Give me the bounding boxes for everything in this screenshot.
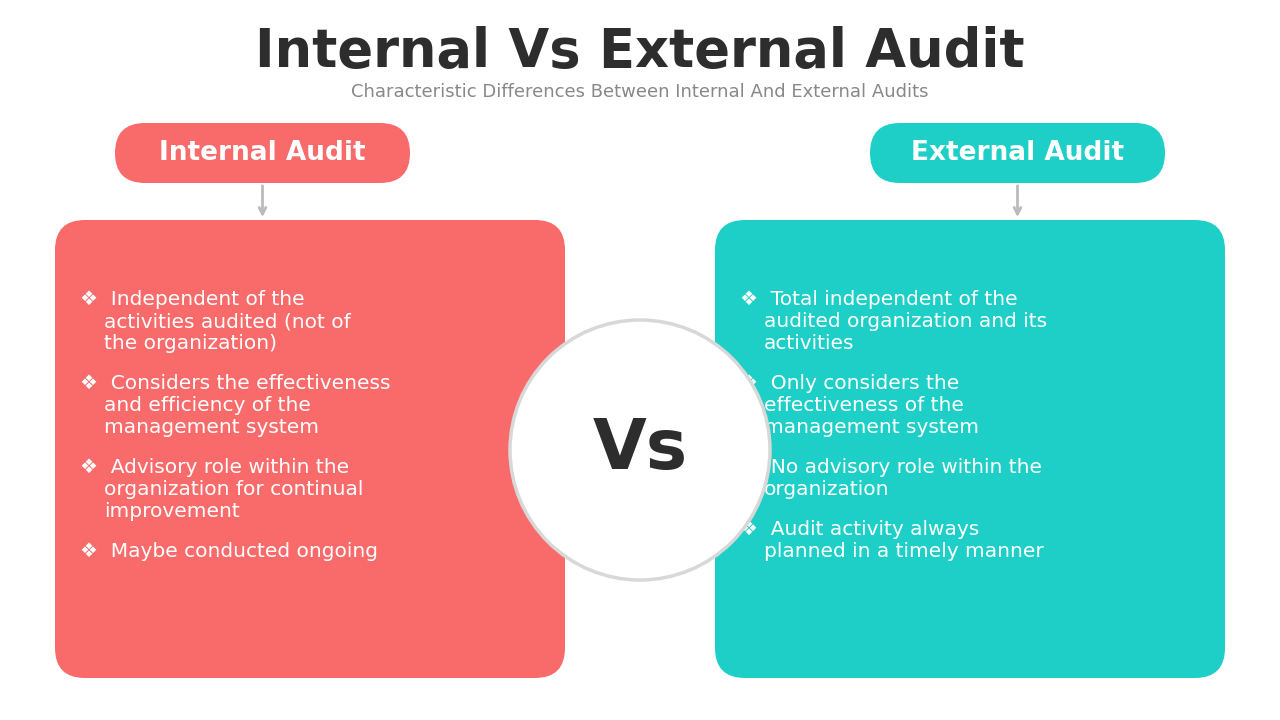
- Text: Internal Vs External Audit: Internal Vs External Audit: [255, 26, 1025, 78]
- Text: improvement: improvement: [104, 502, 239, 521]
- Text: audited organization and its: audited organization and its: [764, 312, 1047, 331]
- Text: planned in a timely manner: planned in a timely manner: [764, 542, 1043, 561]
- Text: management system: management system: [764, 418, 979, 437]
- Text: activities: activities: [764, 334, 855, 353]
- Text: Vs: Vs: [593, 416, 687, 484]
- Text: management system: management system: [104, 418, 319, 437]
- Text: ❖  Maybe conducted ongoing: ❖ Maybe conducted ongoing: [79, 542, 378, 561]
- FancyBboxPatch shape: [716, 220, 1225, 678]
- FancyBboxPatch shape: [55, 220, 564, 678]
- Circle shape: [509, 320, 771, 580]
- Text: and efficiency of the: and efficiency of the: [104, 396, 311, 415]
- Text: organization for continual: organization for continual: [104, 480, 364, 499]
- Text: ❖  Total independent of the: ❖ Total independent of the: [740, 290, 1018, 309]
- FancyBboxPatch shape: [870, 123, 1165, 183]
- Text: effectiveness of the: effectiveness of the: [764, 396, 964, 415]
- Text: ❖  No advisory role within the: ❖ No advisory role within the: [740, 458, 1042, 477]
- Text: ❖  Advisory role within the: ❖ Advisory role within the: [79, 458, 349, 477]
- Text: the organization): the organization): [104, 334, 276, 353]
- Text: activities audited (not of: activities audited (not of: [104, 312, 351, 331]
- Text: ❖  Audit activity always: ❖ Audit activity always: [740, 520, 979, 539]
- Text: Characteristic Differences Between Internal And External Audits: Characteristic Differences Between Inter…: [351, 83, 929, 101]
- Text: ❖  Considers the effectiveness: ❖ Considers the effectiveness: [79, 374, 390, 393]
- Text: ❖  Only considers the: ❖ Only considers the: [740, 374, 959, 393]
- Text: External Audit: External Audit: [911, 140, 1124, 166]
- Text: organization: organization: [764, 480, 890, 499]
- Text: ❖  Independent of the: ❖ Independent of the: [79, 290, 305, 309]
- FancyBboxPatch shape: [115, 123, 410, 183]
- Text: Internal Audit: Internal Audit: [159, 140, 366, 166]
